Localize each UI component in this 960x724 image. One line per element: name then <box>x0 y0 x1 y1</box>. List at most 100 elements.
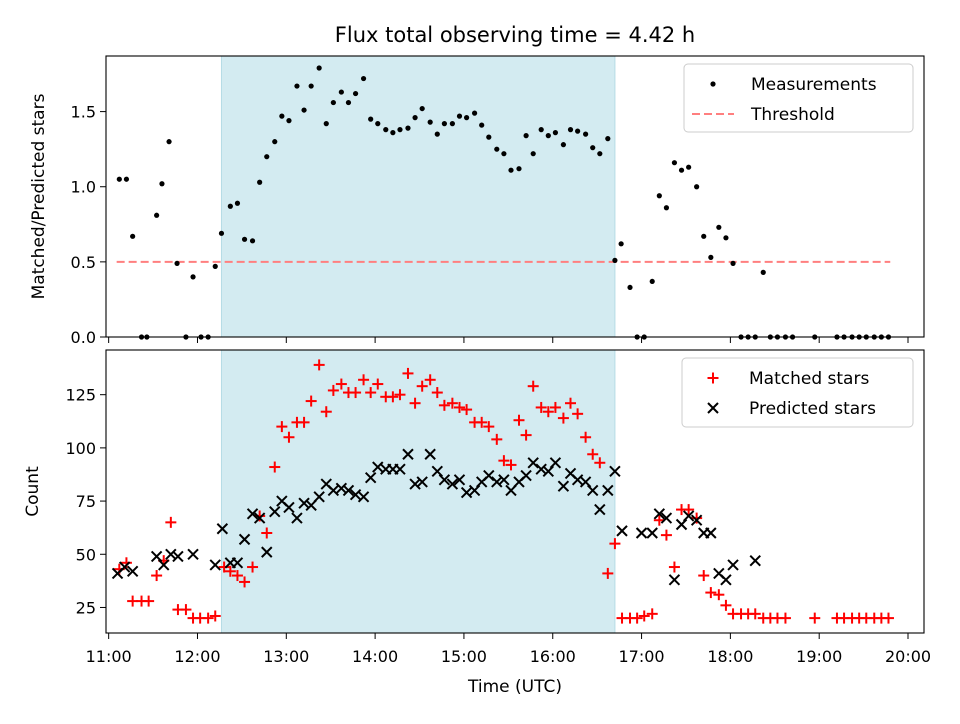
predicted-star-point-b <box>690 514 703 526</box>
measurement-point <box>523 133 529 139</box>
measurement-point <box>730 260 736 266</box>
measurement-point <box>597 151 603 157</box>
matched-star-point <box>749 608 761 620</box>
predicted-star-point <box>231 557 244 569</box>
matched-star-point <box>387 391 399 403</box>
predicted-star-point <box>609 465 621 477</box>
top-y-tick-label: 0.5 <box>71 253 96 272</box>
measurement-point <box>441 121 447 127</box>
measurement-point <box>494 146 500 152</box>
predicted-star-point-b <box>246 508 259 520</box>
measurement-point <box>154 212 160 218</box>
predicted-star-point-b <box>646 527 658 539</box>
measurement-point <box>575 128 581 134</box>
top-legend: Measurements Threshold <box>683 63 914 133</box>
bottom-x-tick-label: 11:00 <box>86 647 132 666</box>
matched-star-point <box>505 459 517 471</box>
legend-label-threshold: Threshold <box>750 105 835 125</box>
matched-star-point <box>483 421 495 433</box>
predicted-star-point-b <box>349 488 362 501</box>
matched-star-point <box>461 404 473 416</box>
bottom-y-tick-label: 125 <box>65 386 96 405</box>
measurement-point <box>590 145 596 151</box>
predicted-star-point <box>261 546 273 558</box>
measurement-point <box>627 284 633 291</box>
measurement-point <box>241 236 248 242</box>
measurement-point <box>218 230 225 236</box>
measurement-point <box>264 154 270 160</box>
predicted-star-point <box>424 448 436 460</box>
predicted-star-point-b <box>520 469 532 482</box>
predicted-star-point <box>646 527 658 539</box>
measurement-point <box>508 167 514 173</box>
bottom-axes-frame <box>105 349 925 634</box>
predicted-star-point-b <box>165 548 177 560</box>
measurement-point <box>308 83 314 89</box>
matched-star-point <box>631 612 643 624</box>
measurement-point <box>257 179 263 185</box>
predicted-star-point <box>253 512 266 524</box>
bottom-x-axis-ticks: 11:00 12:00 13:00 14:00 15:00 16:00 17:00 18:00… <box>86 633 931 666</box>
predicted-star-point-b <box>261 546 273 558</box>
measurement-point <box>552 130 559 136</box>
matched-star-point <box>646 608 658 620</box>
predicted-star-point <box>653 508 666 520</box>
predicted-star-point-b <box>372 461 384 473</box>
matched-star-point <box>698 570 710 582</box>
predicted-star-point <box>616 525 628 537</box>
bottom-legend-box <box>681 357 914 428</box>
measurement-point <box>375 121 381 127</box>
matched-star-point <box>513 414 525 426</box>
legend-label-measurements: Measurements <box>751 75 877 95</box>
measurement-point <box>316 65 322 71</box>
measurement-point <box>368 116 374 122</box>
matched-star-point <box>542 406 554 418</box>
predicted-star-point <box>216 523 229 535</box>
matched-star-point <box>350 387 362 399</box>
predicted-star-point <box>660 512 673 524</box>
measurement-point <box>449 121 455 127</box>
matched-star-point <box>247 561 259 573</box>
matched-star-point <box>416 380 428 392</box>
predicted-star-point-b <box>291 512 303 524</box>
measurement-point <box>716 224 722 230</box>
measurement-point <box>434 131 440 137</box>
predicted-star-point <box>283 501 295 514</box>
matched-star-point <box>327 384 339 396</box>
predicted-star-point <box>364 471 377 484</box>
predicted-star-point <box>342 484 355 497</box>
predicted-star-point <box>446 478 459 490</box>
measurement-point <box>723 235 729 241</box>
predicted-star-point-b <box>498 474 510 486</box>
measurement-point <box>212 263 218 269</box>
predicted-star-point <box>118 561 131 573</box>
matched-star-point <box>305 395 317 407</box>
matched-star-point <box>779 612 791 624</box>
top-y-tick-label: 0.0 <box>71 328 96 347</box>
measurement-point <box>694 184 700 190</box>
predicted-star-point-b <box>335 482 348 495</box>
predicted-star-point <box>720 574 732 586</box>
measurement-point <box>516 166 522 172</box>
predicted-star-point <box>165 548 177 560</box>
matched-star-point <box>224 565 236 577</box>
matched-star-point <box>424 374 436 386</box>
matched-star-point <box>713 589 725 601</box>
measurement-point <box>279 113 285 119</box>
predicted-star-point-b <box>653 508 666 520</box>
predicted-star-point <box>372 461 384 473</box>
legend-marker-predicted-stars <box>707 402 719 414</box>
measurement-point <box>301 107 307 113</box>
predicted-star-point-b <box>402 448 414 460</box>
predicted-star-point-b <box>298 497 310 509</box>
predicted-star-point <box>126 565 139 578</box>
top-legend-box <box>683 63 914 133</box>
measurement-point <box>286 118 292 124</box>
measurement-point <box>686 164 692 170</box>
matched-star-point <box>602 567 614 579</box>
top-y-tick-label: 1.5 <box>71 103 96 122</box>
matched-star-point <box>580 431 592 443</box>
predicted-star-point <box>498 474 510 486</box>
measurement-point <box>530 151 536 157</box>
